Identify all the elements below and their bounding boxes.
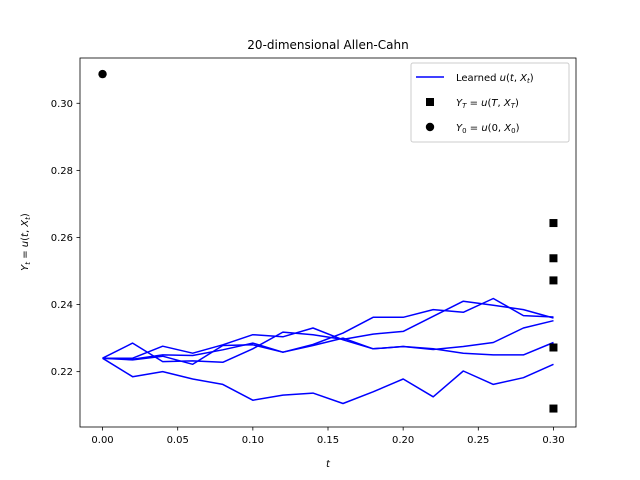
series-line-1 [102,357,554,405]
legend-label-learned: Learned u(t, Xt) [456,73,534,85]
x-tick-label-3: 0.10 [242,435,264,446]
x-tick-label-7: 0.30 [542,435,564,446]
x-tick-label-4: 0.15 [317,435,339,446]
y-tick-label-2: 0.24 [51,300,73,311]
initial-point [98,69,107,79]
legend-label-terminal: YT = u(T, XT) [456,98,519,110]
legend-circle-swatch [425,122,435,132]
y-tick-label-5: 0.30 [51,99,73,110]
x-tick-label-6: 0.25 [467,435,489,446]
x-tick-label-5: 0.20 [392,435,414,446]
legend-box [410,62,570,143]
y-tick-label-1: 0.22 [51,367,73,378]
legend-label-initial: Y0 = u(0, X0) [456,123,520,135]
y-tick-label-4: 0.28 [51,166,73,177]
plot-area [98,69,558,413]
y-axis-label: Yt = u(t, Xt) [20,213,32,271]
x-tick-label-2: 0.05 [167,435,189,446]
axes: 0.00 0.05 0.10 0.15 0.20 0.25 0.30 0.22 0.24 0.26… [51,57,577,446]
terminal-point-1 [549,219,558,228]
chart-title: 20-dimensional Allen-Cahn [247,38,408,52]
x-tick-label-1: 0.00 [91,435,113,446]
terminal-point-2 [549,254,558,263]
terminal-point-4 [549,343,558,352]
series-line-2 [102,337,554,360]
series-line-3 [102,300,554,364]
legend-square-swatch [426,98,434,106]
series-line-5 [102,297,554,366]
series-line-4 [102,319,554,359]
terminal-point-5 [549,404,558,413]
terminal-point-3 [549,276,558,285]
x-axis-label: t [326,459,331,470]
legend: Learned u(t, Xt) YT = u(T, XT) Y0 = u(0, X… [410,62,570,143]
y-tick-label-3: 0.26 [51,233,73,244]
